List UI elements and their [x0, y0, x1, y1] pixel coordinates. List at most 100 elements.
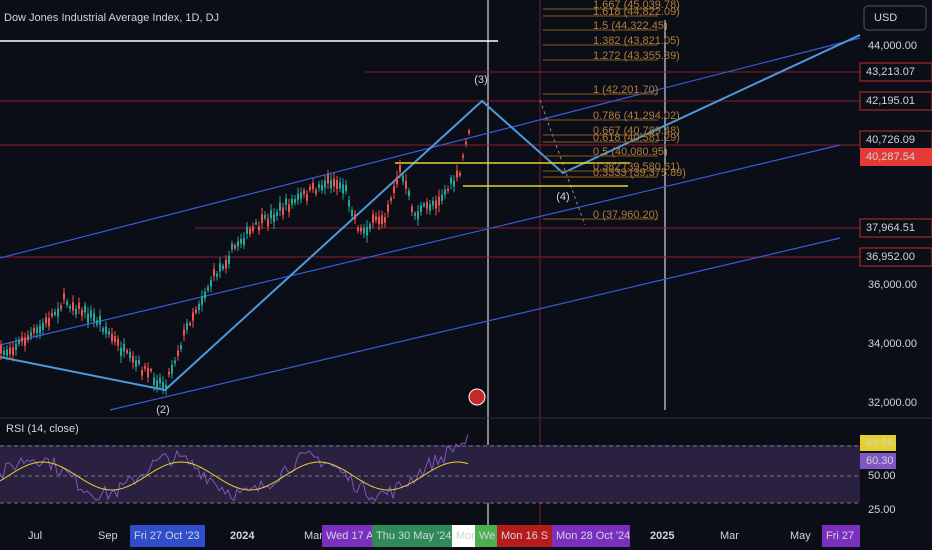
candle — [171, 364, 173, 374]
fib-label: 0 (37,960.20) — [593, 209, 658, 221]
candle — [405, 180, 407, 189]
price-label: 32,000.00 — [868, 397, 917, 409]
time-label: Fri 27 — [826, 530, 854, 542]
candle — [309, 186, 311, 190]
candle — [315, 189, 317, 194]
time-label: Mon — [456, 530, 477, 542]
candle — [57, 308, 59, 317]
candle — [63, 293, 65, 300]
event-icon[interactable] — [468, 388, 486, 406]
candle — [351, 209, 353, 216]
candle — [438, 196, 440, 206]
candle — [204, 291, 206, 299]
price-tag: 43,213.07 — [866, 66, 915, 78]
candle — [465, 141, 467, 145]
candle — [423, 203, 425, 206]
candle — [327, 174, 329, 184]
rsi-axis-label: 50.00 — [868, 470, 896, 482]
price-tag: 36,952.00 — [866, 251, 915, 263]
candle — [252, 226, 254, 231]
time-tag-bg — [497, 525, 552, 547]
candle — [348, 200, 350, 207]
candle — [318, 184, 320, 188]
candle — [117, 338, 119, 346]
candle — [453, 180, 455, 187]
time-label: We — [479, 530, 495, 542]
candle — [60, 305, 62, 310]
fib-label: 1.382 (43,821.05) — [593, 35, 680, 47]
candle — [417, 211, 419, 220]
candle — [30, 332, 32, 337]
candle — [354, 214, 356, 220]
candle — [243, 238, 245, 246]
candle — [267, 218, 269, 227]
candle — [324, 180, 326, 188]
candle — [147, 368, 149, 378]
candle — [459, 172, 461, 176]
fib-label: 0.5 (40,080.95) — [593, 146, 668, 158]
time-label: Mon 16 S — [501, 530, 548, 542]
candle — [435, 200, 437, 209]
candle — [3, 350, 5, 355]
candle — [189, 323, 191, 326]
candle — [192, 312, 194, 321]
candle — [168, 371, 170, 375]
candle — [264, 214, 266, 219]
candle — [186, 322, 188, 330]
price-tag: 40,287.54 — [866, 151, 915, 163]
candle — [93, 313, 95, 322]
candle — [342, 184, 344, 194]
candle — [114, 336, 116, 342]
wave-path — [0, 34, 861, 392]
candle — [156, 380, 158, 388]
time-label: Mar — [304, 530, 323, 542]
candle — [276, 212, 278, 217]
candle — [27, 335, 29, 341]
rsi-tag: 65.58 — [866, 437, 894, 449]
time-tag-bg — [552, 525, 630, 547]
candle — [303, 190, 305, 194]
candle — [180, 345, 182, 350]
time-tag-bg — [475, 525, 497, 547]
candle — [207, 286, 209, 291]
candle — [429, 203, 431, 211]
candle — [306, 194, 308, 201]
candle — [369, 224, 371, 230]
candle — [462, 155, 464, 158]
candle — [372, 214, 374, 223]
time-label: Mon 28 Oct '24 — [556, 530, 630, 542]
candle — [450, 177, 452, 184]
candle — [387, 204, 389, 212]
candle — [144, 366, 146, 369]
candle — [444, 189, 446, 195]
price-label: 34,000.00 — [868, 338, 917, 350]
candle — [18, 339, 20, 345]
fib-label: 0.786 (41,294.02) — [593, 110, 680, 122]
title: Dow Jones Industrial Average Index, 1D, … — [4, 12, 219, 24]
candle — [87, 313, 89, 323]
currency-button[interactable] — [863, 5, 927, 31]
candle — [12, 347, 14, 355]
time-label: Jul — [28, 530, 42, 542]
candle — [246, 226, 248, 234]
time-label: 2025 — [650, 530, 674, 542]
candle — [225, 259, 227, 269]
candle — [237, 241, 239, 247]
candle — [288, 204, 290, 213]
candle — [399, 164, 401, 172]
candle — [51, 313, 53, 317]
fib-label: 1.272 (43,355.39) — [593, 50, 680, 62]
rsi-ma — [0, 461, 469, 491]
time-label: Mar — [720, 530, 739, 542]
rsi-tag-bg — [860, 453, 896, 469]
candle — [129, 351, 131, 359]
candle — [66, 301, 68, 305]
candle — [255, 222, 257, 225]
candle — [291, 198, 293, 205]
time-label: Sep — [98, 530, 118, 542]
horizontal-levels — [0, 71, 860, 258]
candle — [213, 268, 215, 276]
candle — [153, 377, 155, 386]
candle — [150, 369, 152, 372]
candle — [45, 317, 47, 324]
